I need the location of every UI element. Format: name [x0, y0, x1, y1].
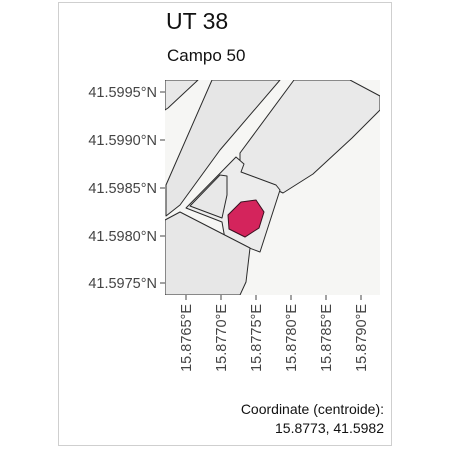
centroid-caption-label: Coordinate (centroide): — [240, 401, 384, 417]
lon-tick-label: 15.8775°E — [249, 304, 265, 372]
map-subtitle: Campo 50 — [167, 46, 246, 65]
map-title: UT 38 — [166, 8, 229, 34]
lat-tick-label: 41.5990°N — [88, 133, 157, 149]
parcel-south — [165, 211, 251, 295]
centroid-caption: Coordinate (centroide): 15.8773, 41.5982 — [241, 400, 384, 438]
lat-tick-label: 41.5975°N — [88, 276, 157, 292]
parcel-diagonal-strip — [165, 80, 281, 217]
lat-tick-label: 41.5985°N — [88, 181, 157, 197]
lon-tick-label: 15.8780°E — [284, 304, 300, 372]
highlighted-parcel-ut38[interactable] — [227, 199, 265, 238]
lat-tick-label: 41.5980°N — [88, 229, 157, 245]
lon-tick-label: 15.8765°E — [179, 304, 195, 372]
lon-tick-label: 15.8770°E — [214, 304, 230, 372]
lon-tick-label: 15.8790°E — [354, 304, 370, 372]
lon-tick-label: 15.8785°E — [319, 304, 335, 372]
centroid-caption-value: 15.8773, 41.5982 — [275, 420, 384, 436]
lat-tick-label: 41.5995°N — [88, 85, 157, 101]
parcel-top-left — [165, 80, 199, 111]
parcel-inner-notch — [189, 174, 228, 219]
